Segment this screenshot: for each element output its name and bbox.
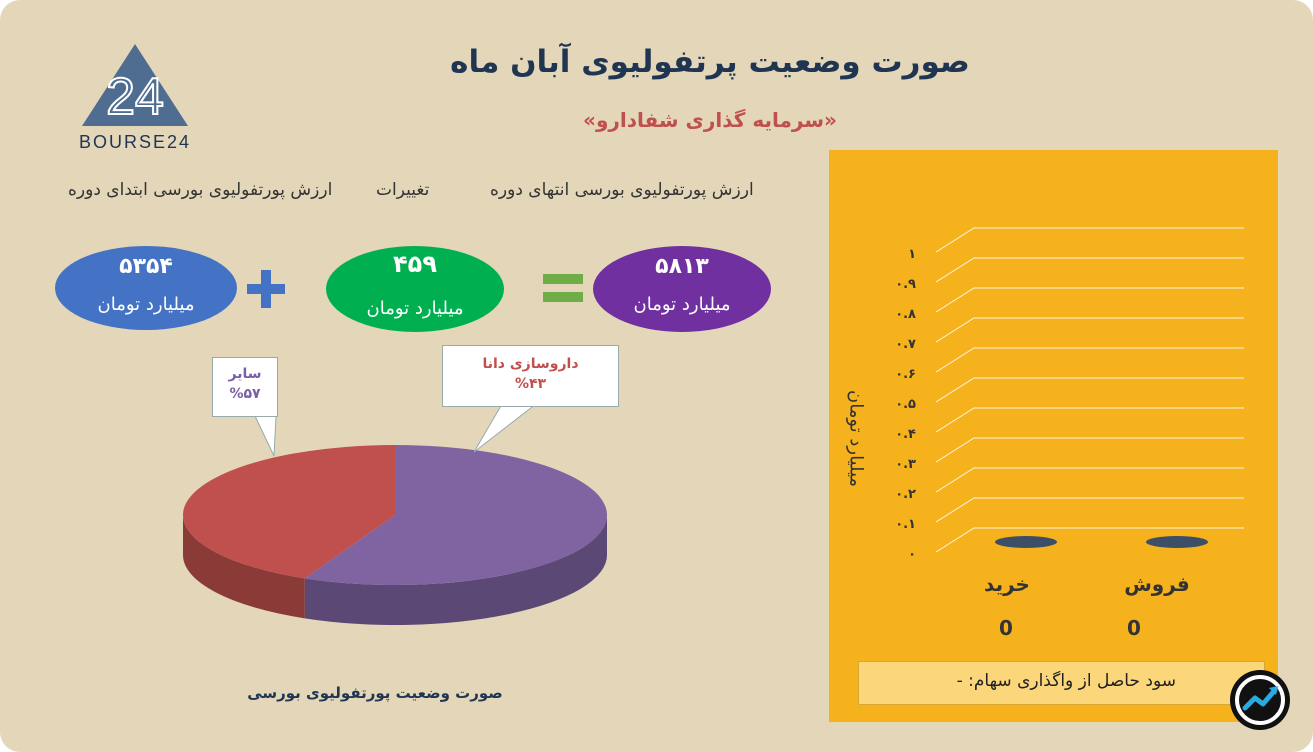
- change-value-unit: میلیارد تومان: [366, 298, 464, 319]
- dana-slice-label: داروسازی دانا: [482, 356, 579, 372]
- y-tick-label: ۰.۳: [895, 457, 916, 472]
- grid-line: [935, 377, 1244, 403]
- grid-line: [935, 497, 1244, 523]
- other-callout: سایر %۵۷: [212, 357, 278, 417]
- change-value: ۴۵۹: [393, 250, 437, 278]
- start-value-label: ارزش پورتفولیوی بورسی ابتدای دوره: [68, 180, 333, 200]
- plus-icon: [247, 270, 285, 308]
- category-sell: فروش: [1124, 572, 1190, 596]
- value-buy: 0: [999, 616, 1013, 640]
- y-tick-label: ۰.۶: [895, 367, 916, 382]
- bar-sell: [1146, 536, 1208, 548]
- pie-chart-title: صورت وضعیت پورتفولیوی بورسی: [247, 684, 503, 702]
- start-value-oval: ۵۳۵۴ میلیارد تومان: [55, 246, 237, 330]
- start-value: ۵۳۵۴: [119, 254, 173, 279]
- logo-text: BOURSE24: [79, 132, 191, 152]
- dana-slice-percent: %۴۳: [514, 376, 547, 392]
- end-value-unit: میلیارد تومان: [633, 294, 731, 315]
- y-tick-label: ۰.۷: [895, 337, 916, 352]
- pie-slice-other: [304, 445, 608, 585]
- grid-line: [935, 437, 1244, 463]
- y-tick-label: ۰: [908, 547, 916, 562]
- grid-line: [935, 257, 1244, 283]
- grid-line: [935, 287, 1244, 313]
- y-axis-label: میلیارد تومان: [845, 389, 867, 488]
- category-buy: خرید: [984, 572, 1030, 596]
- y-tick-label: ۰.۲: [895, 487, 916, 502]
- pie-wall-dana: [183, 515, 305, 619]
- y-tick-label: ۰.۵: [895, 397, 916, 412]
- start-value-unit: میلیارد تومان: [97, 294, 195, 315]
- grid-line: [935, 347, 1244, 373]
- change-value-oval: ۴۵۹ میلیارد تومان: [326, 246, 504, 332]
- change-label: تغییرات: [376, 180, 430, 200]
- other-slice-percent: %۵۷: [229, 386, 261, 402]
- other-slice-label: سایر: [228, 366, 262, 382]
- grid-line: [935, 467, 1244, 493]
- logo-mark: 24: [106, 68, 164, 126]
- y-tick-label: ۰.۱: [895, 517, 916, 532]
- profit-note: سود حاصل از واگذاری سهام: -: [956, 671, 1176, 691]
- grid-line: [935, 527, 1244, 553]
- end-value: ۵۸۱۳: [655, 254, 709, 279]
- trend-arrow-icon: [1230, 670, 1290, 730]
- y-tick-label: ۰.۹: [895, 277, 916, 292]
- y-tick-label: ۰.۴: [895, 427, 916, 442]
- trades-bar-chart: ۰ ۰.۱ ۰.۲ ۰.۳ ۰.۴ ۰.۵ ۰.۶ ۰.۷ ۰.۸ ۰.۹ ۱: [895, 227, 1244, 562]
- dana-callout: داروسازی دانا %۴۳: [442, 345, 619, 407]
- y-tick-label: ۱: [908, 247, 916, 262]
- page-title: صورت وضعیت پرتفولیوی آبان ماه: [450, 44, 970, 80]
- bar-buy: [995, 536, 1057, 548]
- bourse24-logo: 24 BOURSE24: [79, 44, 191, 152]
- page-subtitle: «سرمایه گذاری شفادارو»: [583, 108, 837, 132]
- end-value-label: ارزش پورتفولیوی بورسی انتهای دوره: [490, 180, 754, 200]
- pie-chart: [182, 445, 608, 625]
- y-tick-label: ۰.۸: [895, 307, 916, 322]
- pie-slice-dana: [182, 445, 395, 579]
- trades-chart-panel: [829, 150, 1278, 722]
- end-value-oval: ۵۸۱۳ میلیارد تومان: [593, 246, 771, 332]
- logo-triangle: [82, 44, 188, 126]
- value-sell: 0: [1127, 616, 1141, 640]
- pie-wall-other: [304, 515, 607, 625]
- equals-icon: [543, 274, 583, 302]
- grid-line: [935, 407, 1244, 433]
- profit-note-box: سود حاصل از واگذاری سهام: -: [858, 661, 1265, 705]
- grid-line: [935, 227, 1244, 253]
- grid-line: [935, 317, 1244, 343]
